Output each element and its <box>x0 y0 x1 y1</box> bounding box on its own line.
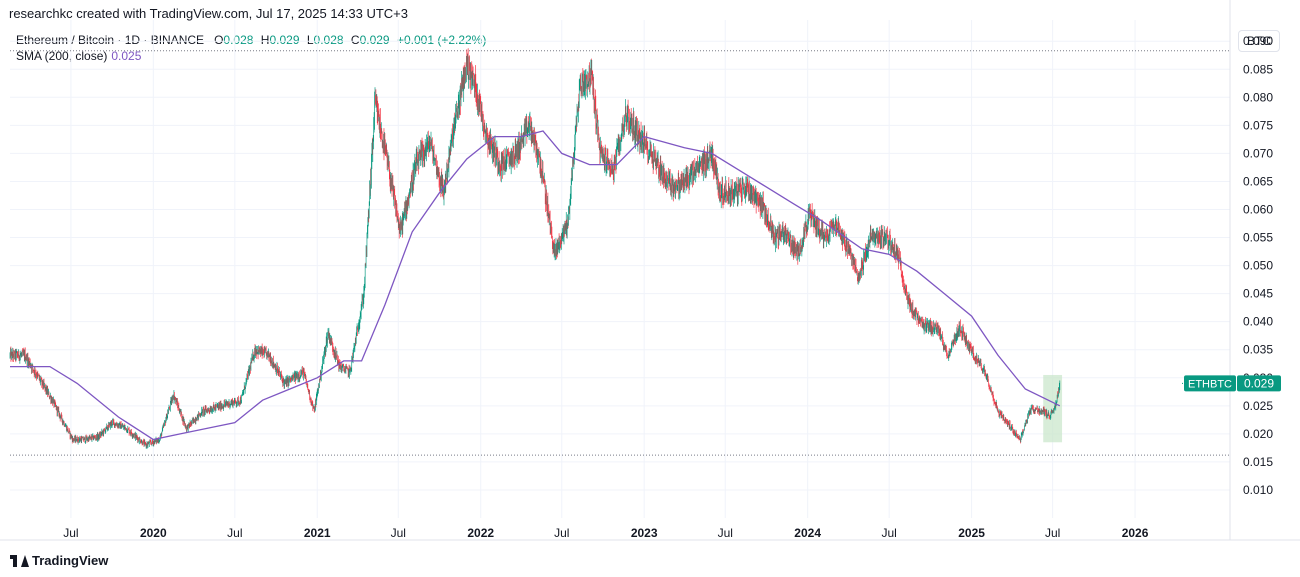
time-tick-label: 2020 <box>140 526 167 540</box>
chart-legend: Ethereum / Bitcoin · 1D · BINANCE O0.028… <box>16 32 486 64</box>
currency-button[interactable]: BTC <box>1238 30 1280 52</box>
open-label: O <box>214 33 224 47</box>
time-tick-label: 2023 <box>631 526 658 540</box>
time-tick-label: Jul <box>718 526 733 540</box>
close-label: C <box>350 33 360 47</box>
price-tick-label: 0.080 <box>1243 90 1273 104</box>
price-tag-bg <box>1237 375 1281 392</box>
open-value: 0.028 <box>223 33 254 47</box>
last-price-tag: ETHBTC 0.029 <box>1182 375 1281 392</box>
price-tick-label: 0.040 <box>1243 315 1273 329</box>
time-tick-label: 2024 <box>794 526 821 540</box>
time-tick-label: Jul <box>881 526 896 540</box>
low-label: L <box>306 33 314 47</box>
price-tick-label: 0.075 <box>1243 118 1273 132</box>
price-tick-label: 0.015 <box>1243 455 1273 469</box>
price-tick-label: 0.025 <box>1243 399 1273 413</box>
close-value: 0.029 <box>359 33 390 47</box>
low-value: 0.028 <box>313 33 344 47</box>
chart-caption: researchkc created with TradingView.com,… <box>9 6 409 21</box>
ticker-tag-bg <box>1184 375 1236 392</box>
price-tag-label: 0.029 <box>1244 376 1274 390</box>
price-tick-label: 0.090 <box>1243 34 1273 48</box>
price-tick-label: 0.065 <box>1243 174 1273 188</box>
time-tick-label: 2021 <box>304 526 331 540</box>
legend-symbol-row: Ethereum / Bitcoin · 1D · BINANCE O0.028… <box>16 32 486 48</box>
price-tick-label: 0.085 <box>1243 62 1273 76</box>
time-tick-label: Jul <box>554 526 569 540</box>
change-value: +0.001 (+2.22%) <box>396 33 487 47</box>
tradingview-footer: TradingView <box>10 553 108 568</box>
candlesticks <box>9 48 1061 449</box>
legend-sma-row: SMA (200, close) 0.025 <box>16 48 486 64</box>
grid-lines <box>10 20 1230 518</box>
price-tick-label: 0.045 <box>1243 287 1273 301</box>
price-tick-label: 0.060 <box>1243 202 1273 216</box>
sma-label[interactable]: SMA (200, close) <box>16 49 108 63</box>
symbol-name[interactable]: Ethereum / Bitcoin · 1D · BINANCE <box>16 33 205 47</box>
ticker-tag-label: ETHBTC <box>1188 378 1232 390</box>
price-tick-label: 0.035 <box>1243 343 1273 357</box>
price-tick-label: 0.050 <box>1243 259 1273 273</box>
sma-value: 0.025 <box>111 49 142 63</box>
time-tick-label: 2025 <box>958 526 985 540</box>
time-tick-label: Jul <box>227 526 242 540</box>
time-tick-label: 2026 <box>1122 526 1149 540</box>
time-tick-label: 2022 <box>467 526 494 540</box>
price-tick-label: 0.020 <box>1243 427 1273 441</box>
price-tick-label: 0.055 <box>1243 231 1273 245</box>
time-tick-label: Jul <box>63 526 78 540</box>
tradingview-brand: TradingView <box>32 553 109 568</box>
tradingview-logo-icon <box>10 554 29 567</box>
time-tick-label: Jul <box>1045 526 1060 540</box>
high-value: 0.029 <box>269 33 300 47</box>
high-label: H <box>260 33 270 47</box>
sma-200-line <box>10 130 1061 441</box>
price-tick-label: 0.070 <box>1243 146 1273 160</box>
price-tick-label: 0.010 <box>1243 483 1273 497</box>
time-tick-label: Jul <box>391 526 406 540</box>
